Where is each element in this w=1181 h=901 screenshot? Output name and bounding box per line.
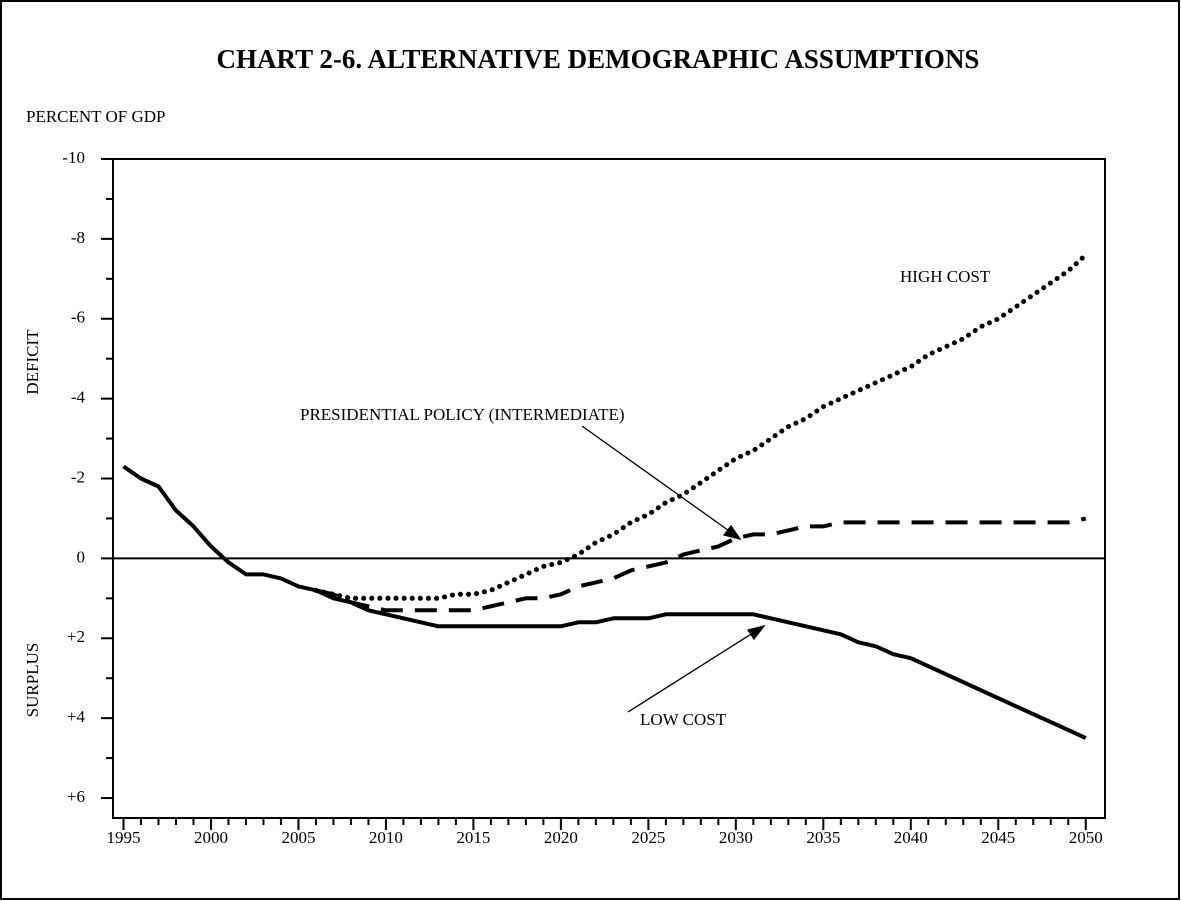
x-tick-label: 2010 [369, 828, 403, 847]
x-tick-label: 2040 [894, 828, 928, 847]
deficit-label: DEFICIT [23, 329, 42, 395]
plot-frame [112, 158, 1106, 819]
x-tick-label: 2005 [281, 828, 315, 847]
arrow [627, 630, 757, 713]
x-tick-label: 2000 [194, 828, 228, 847]
series-label: HIGH COST [900, 267, 991, 286]
x-tick-label: 1995 [106, 828, 140, 847]
x-tick-label: 2035 [806, 828, 840, 847]
y-tick-label: -8 [71, 228, 85, 247]
arrow [581, 425, 733, 534]
series-line [315, 516, 1087, 613]
y-axis-label: PERCENT OF GDP [26, 107, 166, 126]
y-tick-label: +2 [67, 627, 85, 646]
series-label: LOW COST [640, 710, 727, 729]
series-line [122, 464, 1087, 740]
y-tick-label: 0 [77, 547, 86, 566]
series-label: PRESIDENTIAL POLICY (INTERMEDIATE) [300, 405, 625, 424]
y-tick-label: +6 [67, 787, 85, 806]
series-line [313, 252, 1089, 601]
arrows [581, 425, 766, 713]
x-tick-label: 2045 [981, 828, 1015, 847]
arrowhead [746, 624, 766, 641]
x-tick-label: 2050 [1069, 828, 1103, 847]
x-tick-label: 2020 [544, 828, 578, 847]
chart-title: CHART 2-6. ALTERNATIVE DEMOGRAPHIC ASSUM… [217, 44, 980, 74]
x-tick-label: 2015 [456, 828, 490, 847]
y-tick-label: -2 [71, 467, 85, 486]
y-tick-label: -4 [71, 388, 86, 407]
y-tick-label: +4 [67, 707, 86, 726]
arrowhead [722, 524, 742, 541]
surplus-label: SURPLUS [23, 643, 42, 718]
y-tick-label: -10 [62, 148, 85, 167]
y-tick-label: -6 [71, 308, 85, 327]
x-tick-label: 2030 [719, 828, 753, 847]
x-tick-label: 2025 [631, 828, 665, 847]
